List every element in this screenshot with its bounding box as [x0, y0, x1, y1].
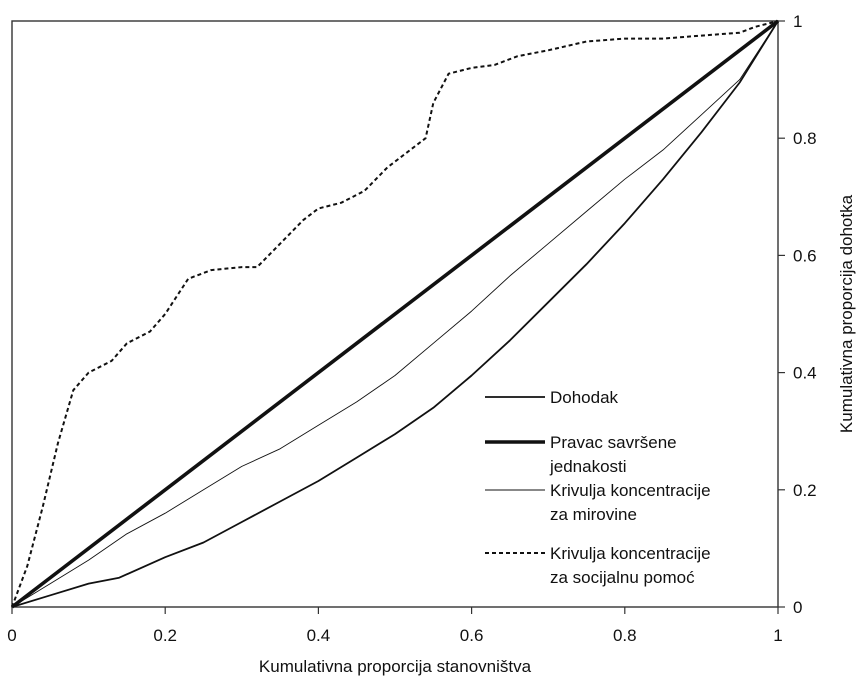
- series-layer: [10, 19, 780, 609]
- legend-label-4: Krivulja koncentracije: [550, 544, 711, 563]
- x-tick-label: 0.2: [153, 626, 177, 645]
- legend-label-4: za socijalnu pomoć: [550, 568, 695, 587]
- x-tick-label: 0.8: [613, 626, 637, 645]
- legend-label-2: jednakosti: [549, 457, 627, 476]
- x-tick-label: 0.4: [307, 626, 331, 645]
- legend-label-1: Dohodak: [550, 388, 619, 407]
- x-axis-title: Kumulativna proporcija stanovništva: [259, 657, 532, 676]
- y-tick-label: 0.2: [793, 481, 817, 500]
- y-tick-label: 0.8: [793, 129, 817, 148]
- legend: Dohodak Pravac savršene jednakosti Krivulja…: [485, 388, 711, 587]
- y-tick-label: 1: [793, 12, 802, 31]
- y-tick-label: 0.6: [793, 246, 817, 265]
- series-line-2: [10, 19, 780, 609]
- series-line-3: [11, 20, 779, 608]
- legend-label-3: Krivulja koncentracije: [550, 481, 711, 500]
- y-tick-label: 0: [793, 598, 802, 617]
- y-axis-ticks: 0 0.2 0.4 0.6 0.8 1: [778, 12, 817, 617]
- plot-area: [11, 20, 779, 608]
- legend-label-3: za mirovine: [550, 505, 637, 524]
- y-axis-title: Kumulativna proporcija dohotka: [837, 194, 856, 433]
- y-tick-label: 0.4: [793, 364, 817, 383]
- x-axis-ticks: 0 0.2 0.4 0.6 0.8 1: [7, 607, 783, 645]
- legend-label-2: Pravac savršene: [550, 433, 677, 452]
- series-line-1: [11, 20, 779, 608]
- series-line-4: [11, 20, 779, 608]
- x-tick-label: 1: [773, 626, 782, 645]
- x-tick-label: 0: [7, 626, 16, 645]
- x-tick-label: 0.6: [460, 626, 484, 645]
